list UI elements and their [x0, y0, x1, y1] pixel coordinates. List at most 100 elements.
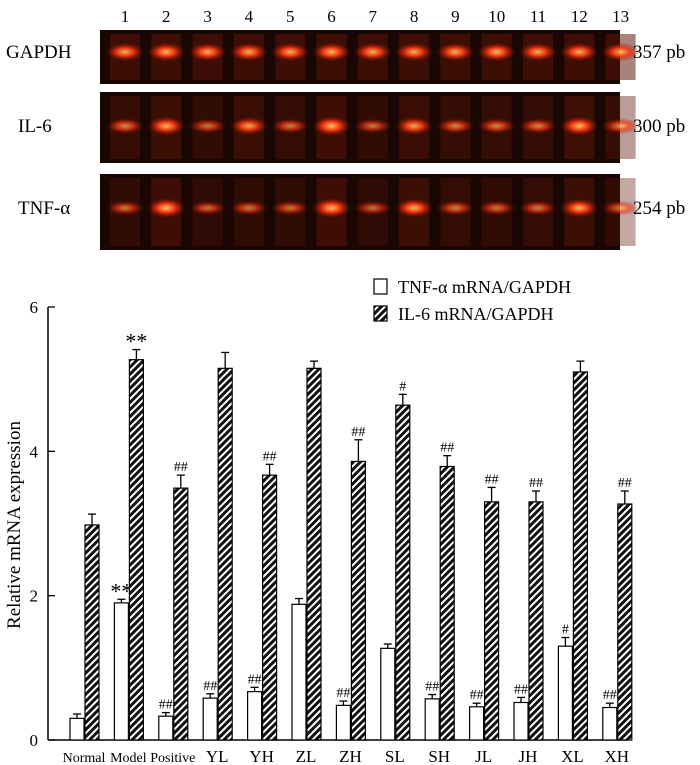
significance-label: #: [562, 623, 569, 638]
gel-band: [106, 200, 144, 216]
y-tick-label: 0: [30, 731, 39, 750]
x-category-label: SH: [428, 747, 450, 765]
bar-tnf: [513, 701, 529, 741]
significance-label: ##: [336, 686, 350, 701]
lane-number: 11: [530, 7, 546, 26]
y-tick-label: 2: [30, 587, 39, 606]
gel-band: [229, 200, 268, 216]
bar-tnf: [469, 706, 485, 741]
bar-il6: [84, 524, 100, 741]
gel-band: [477, 118, 516, 134]
gel-band: [188, 118, 227, 134]
legend: TNF-α mRNA/GAPDH IL-6 mRNA/GAPDH: [373, 277, 571, 324]
bar-il6: [262, 474, 278, 741]
significance-label: ##: [603, 688, 617, 703]
legend-swatch-tnf: [373, 278, 388, 295]
y-tick-label: 6: [30, 298, 39, 317]
significance-label: ##: [618, 476, 632, 491]
gel-band: [519, 42, 557, 62]
gel-band: [353, 118, 392, 134]
gel-band: [271, 42, 310, 62]
gel-band: [560, 116, 599, 136]
gel-band: [353, 200, 392, 216]
gel-row-label: IL-6: [18, 116, 52, 137]
lane-number: 9: [451, 7, 460, 26]
x-category-label: XH: [605, 747, 630, 765]
gel-band: [188, 200, 227, 216]
significance-label: ##: [529, 476, 543, 491]
bar-il6: [350, 460, 366, 741]
gel-band: [106, 118, 144, 134]
bar-tnf: [291, 603, 307, 741]
gel-row-label: TNF-α: [18, 198, 70, 219]
bar-il6: [528, 501, 544, 741]
bar-tnf: [202, 697, 218, 741]
gel-band: [312, 116, 351, 136]
significance-label: ##: [470, 688, 484, 703]
gel-band: [271, 118, 310, 134]
bar-il6: [439, 465, 455, 741]
gel-strip: [100, 30, 640, 84]
gel-strip: [100, 92, 640, 163]
significance-label: ##: [263, 449, 277, 464]
x-category-label: JL: [475, 747, 492, 765]
gel-band: [436, 118, 475, 134]
significance-label: ##: [248, 672, 262, 687]
bar-il6: [173, 487, 189, 741]
significance-label: ##: [425, 680, 439, 695]
significance-label: #: [399, 379, 406, 394]
bars: ****###### ##########################: [69, 329, 633, 741]
gel-band: [436, 42, 475, 62]
bar-tnf: [335, 704, 351, 741]
bar-tnf: [380, 647, 396, 741]
bar-tnf: [158, 715, 174, 741]
lane-number: 4: [245, 7, 254, 26]
gel-band: [560, 198, 599, 218]
gel-row-label: GAPDH: [6, 42, 72, 63]
gel-band: [519, 118, 557, 134]
gel-band: [395, 42, 434, 62]
gel-band: [229, 42, 268, 62]
gel-band: [395, 117, 434, 135]
gel-band: [312, 42, 351, 62]
bar-tnf: [113, 602, 130, 741]
significance-label: ##: [159, 698, 173, 713]
x-category-label: XL: [561, 747, 584, 765]
significance-label: ##: [485, 472, 499, 487]
gel-band: [436, 200, 475, 216]
bar-tnf: [557, 645, 574, 741]
x-category-label: Model: [110, 751, 147, 765]
bar-tnf: [602, 706, 618, 741]
lane-number: 10: [488, 7, 505, 26]
lane-number: 8: [410, 7, 419, 26]
x-category-label: ZH: [339, 747, 362, 765]
gel-band: [353, 42, 392, 62]
gel-band: [229, 117, 268, 135]
bar-tnf: [424, 698, 440, 741]
bar-tnf: [247, 691, 263, 741]
gel-band: [312, 198, 351, 218]
x-category-label: SL: [385, 747, 405, 765]
lane-number: 13: [612, 7, 629, 26]
gel-band: [106, 42, 144, 62]
gel-band: [601, 200, 640, 216]
lane-number: 7: [369, 7, 378, 26]
lane-number: 2: [162, 7, 171, 26]
y-ticks: 0 2 4 6: [30, 298, 55, 750]
gel-band: [601, 42, 640, 62]
gel-band: [560, 42, 599, 62]
bar-il6: [217, 367, 233, 741]
gel-band: [271, 200, 310, 216]
lane-number: 3: [203, 7, 212, 26]
legend-swatch-il6: [373, 305, 388, 322]
x-category-label: Normal: [63, 751, 106, 765]
lane-number: 1: [121, 7, 130, 26]
y-axis-label: Relative mRNA expression: [4, 421, 25, 629]
gel-row-size: 357 pb: [633, 42, 685, 63]
lane-number: 12: [571, 7, 588, 26]
legend-label-il6: IL-6 mRNA/GAPDH: [398, 304, 554, 324]
x-category-label: JH: [519, 747, 538, 765]
